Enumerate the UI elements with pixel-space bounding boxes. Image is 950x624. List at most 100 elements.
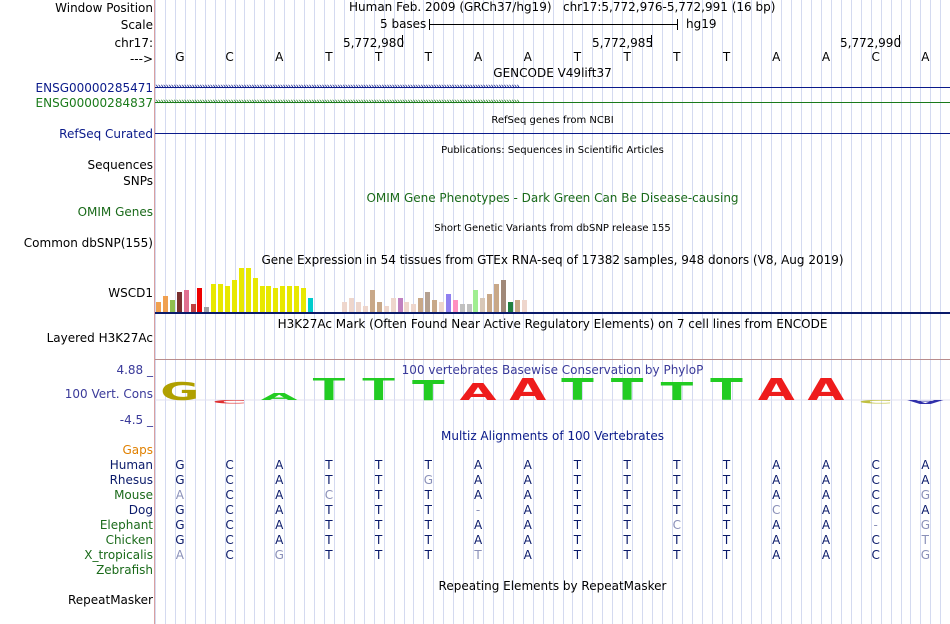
- position-text[interactable]: chr17:5,772,976-5,772,991 (16 bp): [562, 0, 776, 14]
- phylop-score-letter[interactable]: T: [412, 378, 445, 407]
- gtex-tissue-bar[interactable]: [259, 286, 265, 312]
- gtex-tissue-bar[interactable]: [459, 304, 465, 312]
- phylop-score-letter[interactable]: A: [460, 379, 497, 406]
- species-label-rhesus[interactable]: Rhesus: [109, 473, 153, 487]
- gtex-tissue-bar[interactable]: [190, 304, 196, 312]
- gtex-tissue-bar[interactable]: [245, 268, 251, 312]
- gtex-tissue-bar[interactable]: [390, 298, 396, 312]
- phylop-score-letter[interactable]: C: [858, 399, 893, 404]
- gtex-tissue-bar[interactable]: [425, 292, 431, 312]
- gaps-label[interactable]: Gaps: [122, 443, 153, 457]
- phylop-score-letter[interactable]: C: [212, 399, 247, 404]
- gene-ensg00000284837[interactable]: [155, 102, 950, 103]
- gtex-tissue-bar[interactable]: [204, 307, 210, 312]
- gtex-expression-chart[interactable]: [156, 268, 556, 312]
- gtex-tissue-bar[interactable]: [280, 286, 286, 312]
- omim-label[interactable]: OMIM Genes: [77, 205, 153, 219]
- refseq-gene[interactable]: [155, 133, 950, 134]
- alignment-base: A: [821, 458, 831, 472]
- gtex-tissue-bar[interactable]: [211, 284, 217, 312]
- assembly-name[interactable]: Human Feb. 2009 (GRCh37/hg19): [349, 0, 552, 14]
- gtex-tissue-bar[interactable]: [404, 302, 410, 312]
- gtex-tissue-bar[interactable]: [363, 306, 368, 312]
- alignment-base: C: [324, 488, 334, 502]
- gtex-tissue-bar[interactable]: [156, 302, 161, 312]
- phylop-score-letter[interactable]: A: [907, 399, 945, 405]
- phylop-score-letter[interactable]: A: [758, 378, 795, 408]
- gtex-tissue-bar[interactable]: [273, 288, 279, 312]
- gtex-tissue-bar[interactable]: [294, 286, 299, 312]
- phylop-label[interactable]: 100 Vert. Cons: [64, 387, 153, 401]
- gtex-tissue-bar[interactable]: [307, 298, 313, 312]
- gene-label-ensg00000284837[interactable]: ENSG00000284837: [35, 96, 153, 110]
- gtex-tissue-bar[interactable]: [466, 304, 472, 312]
- gtex-tissue-bar[interactable]: [438, 302, 444, 312]
- gtex-tissue-bar[interactable]: [183, 290, 189, 312]
- phylop-score-letter[interactable]: T: [313, 378, 346, 408]
- gtex-tissue-bar[interactable]: [376, 302, 382, 312]
- gtex-tissue-bar[interactable]: [342, 302, 348, 312]
- gtex-gene-label[interactable]: WSCD1: [108, 286, 153, 300]
- gtex-tissue-bar[interactable]: [266, 286, 272, 312]
- base-letter: A: [275, 50, 284, 64]
- gtex-tissue-bar[interactable]: [501, 280, 506, 312]
- species-label-x_tropicalis[interactable]: X_tropicalis: [84, 548, 153, 562]
- gtex-tissue-bar[interactable]: [349, 298, 355, 312]
- gtex-tissue-bar[interactable]: [252, 278, 258, 312]
- gtex-tissue-bar[interactable]: [231, 280, 237, 312]
- phylop-score-letter[interactable]: T: [611, 378, 643, 408]
- gene-label-ensg00000285471[interactable]: ENSG00000285471: [35, 81, 153, 95]
- gtex-tissue-bar[interactable]: [473, 290, 479, 312]
- gtex-tissue-bar[interactable]: [225, 286, 230, 312]
- dbsnp-label[interactable]: Common dbSNP(155): [23, 236, 153, 250]
- alignment-base: A: [473, 518, 483, 532]
- phylop-score-letter[interactable]: G: [160, 378, 199, 406]
- gtex-tissue-bar[interactable]: [162, 296, 168, 312]
- snps-label[interactable]: SNPs: [123, 174, 153, 188]
- gtex-tissue-bar[interactable]: [494, 284, 500, 312]
- gtex-tissue-bar[interactable]: [383, 306, 389, 312]
- gtex-tissue-bar[interactable]: [169, 300, 175, 312]
- phylop-score-letter[interactable]: A: [808, 378, 845, 408]
- gtex-tissue-bar[interactable]: [197, 288, 203, 312]
- species-label-mouse[interactable]: Mouse: [114, 488, 153, 502]
- gtex-tissue-bar[interactable]: [287, 286, 293, 312]
- gtex-tissue-bar[interactable]: [480, 298, 486, 312]
- gtex-tissue-bar[interactable]: [300, 288, 306, 312]
- phylop-score-letter[interactable]: A: [509, 378, 546, 408]
- gtex-tissue-bar[interactable]: [176, 292, 182, 312]
- gtex-tissue-bar[interactable]: [238, 268, 244, 312]
- species-label-elephant[interactable]: Elephant: [99, 518, 153, 532]
- refseq-label[interactable]: RefSeq Curated: [59, 127, 153, 141]
- repeatmasker-label[interactable]: RepeatMasker: [67, 593, 153, 607]
- gtex-tissue-bar[interactable]: [487, 294, 493, 312]
- species-label-chicken[interactable]: Chicken: [105, 533, 153, 547]
- gtex-tissue-bar[interactable]: [397, 298, 403, 312]
- sequences-label[interactable]: Sequences: [87, 158, 153, 172]
- scale-bar: [429, 24, 677, 25]
- gtex-tissue-bar[interactable]: [369, 290, 375, 312]
- gtex-tissue-bar[interactable]: [411, 304, 417, 312]
- phylop-score-letter[interactable]: A: [261, 391, 298, 403]
- species-label-zebrafish[interactable]: Zebrafish: [96, 563, 153, 577]
- phylop-score-letter[interactable]: T: [362, 378, 395, 408]
- phylop-score-letter[interactable]: T: [561, 378, 593, 408]
- scale-text: 5 bases: [380, 17, 427, 31]
- alignment-base: T: [623, 533, 631, 547]
- gtex-tissue-bar[interactable]: [521, 300, 527, 312]
- gtex-tissue-bar[interactable]: [452, 300, 458, 312]
- gtex-tissue-bar[interactable]: [218, 284, 224, 312]
- gene-ensg00000285471[interactable]: [155, 87, 950, 88]
- gtex-tissue-bar[interactable]: [356, 302, 362, 312]
- h3k27ac-label[interactable]: Layered H3K27Ac: [46, 331, 153, 345]
- species-label-human[interactable]: Human: [109, 458, 153, 472]
- gtex-tissue-bar[interactable]: [445, 294, 451, 312]
- species-label-dog[interactable]: Dog: [128, 503, 153, 517]
- gtex-tissue-bar[interactable]: [432, 300, 437, 312]
- gtex-tissue-bar[interactable]: [418, 298, 424, 312]
- gtex-tissue-bar[interactable]: [514, 300, 520, 312]
- phylop-score-letter[interactable]: T: [710, 378, 742, 408]
- phylop-score-letter[interactable]: T: [661, 378, 693, 406]
- gtex-tissue-bar[interactable]: [507, 302, 513, 312]
